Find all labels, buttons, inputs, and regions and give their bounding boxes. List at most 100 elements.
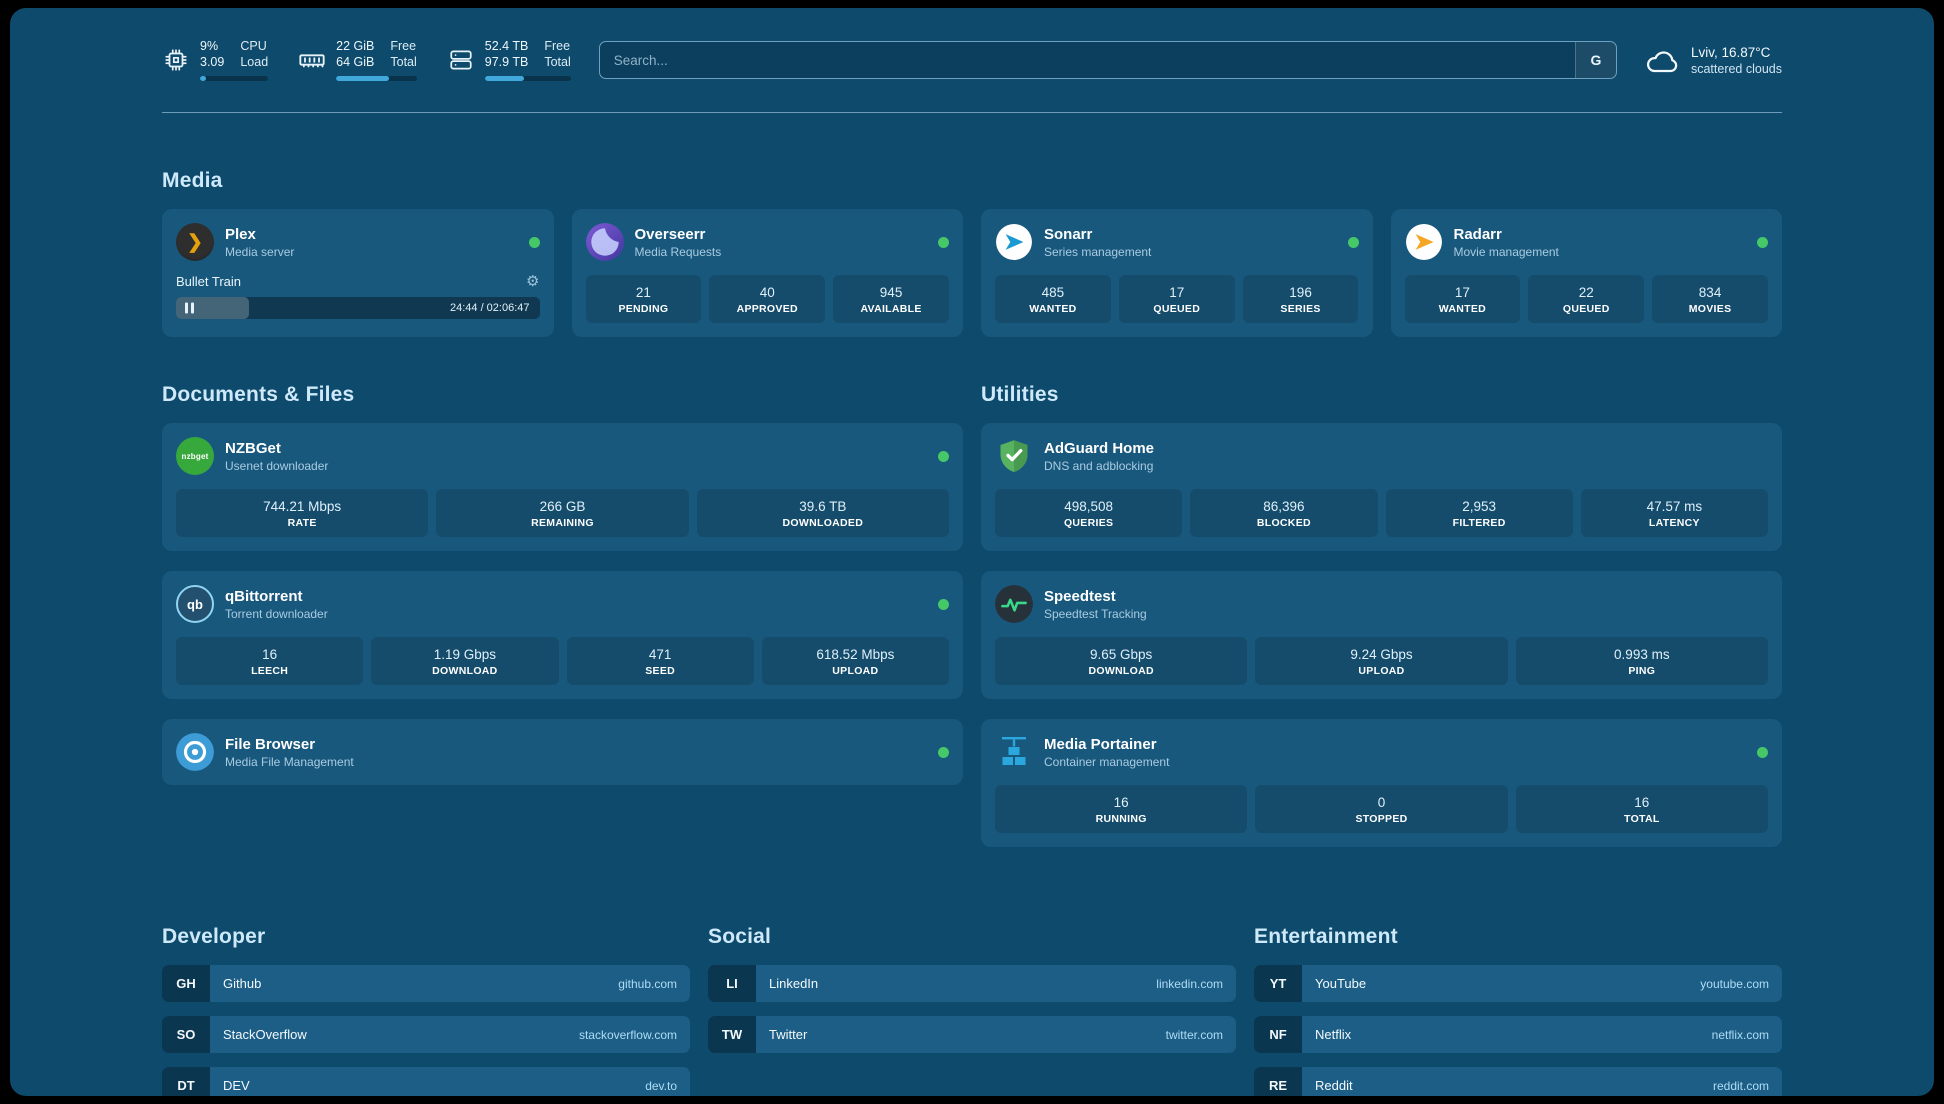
stat-tile: 471 SEED bbox=[566, 637, 754, 685]
memory-total-label: Total bbox=[390, 55, 417, 69]
speedtest-card[interactable]: Speedtest Speedtest Tracking 9.65 Gbps D… bbox=[981, 571, 1782, 699]
social-section: Social LI LinkedIn linkedin.com TW Twitt… bbox=[708, 925, 1236, 1067]
media-section: Media ❯ Plex Media server Bullet Train ⚙ bbox=[162, 169, 1782, 337]
bookmark-stackoverflow[interactable]: SO StackOverflow stackoverflow.com bbox=[162, 1016, 690, 1053]
media-section-header: Media bbox=[162, 169, 223, 192]
utilities-section-header: Utilities bbox=[981, 383, 1059, 406]
portainer-stats: 16 RUNNING 0 STOPPED 16 TOTAL bbox=[995, 785, 1768, 833]
stat-label: WANTED bbox=[1029, 303, 1077, 315]
weather-widget: Lviv, 16.87°C scattered clouds bbox=[1645, 44, 1782, 77]
portainer-card[interactable]: Media Portainer Container management 16 … bbox=[981, 719, 1782, 847]
stat-tile: 9.65 Gbps DOWNLOAD bbox=[995, 637, 1248, 685]
adguard-stats: 498,508 QUERIES 86,396 BLOCKED 2,953 FIL… bbox=[995, 489, 1768, 537]
cpu-usage-value: 9% bbox=[200, 39, 219, 53]
bookmark-name: Github bbox=[223, 976, 262, 991]
weather-location: Lviv, 16.87°C bbox=[1690, 44, 1771, 60]
stat-tile: 16 RUNNING bbox=[995, 785, 1248, 833]
memory-total-value: 64 GiB bbox=[336, 55, 375, 69]
topbar-divider bbox=[162, 112, 1782, 113]
search-input[interactable] bbox=[599, 52, 1575, 68]
search-engine-button[interactable]: G bbox=[1574, 42, 1616, 78]
radarr-card-header: Radarr Movie management bbox=[1405, 223, 1768, 261]
portainer-status-dot bbox=[1757, 746, 1768, 758]
bookmark-url: stackoverflow.com bbox=[578, 1027, 677, 1042]
stat-tile: 40 APPROVED bbox=[709, 275, 826, 323]
bookmark-netflix[interactable]: NF Netflix netflix.com bbox=[1254, 1016, 1782, 1053]
stat-label: UPLOAD bbox=[832, 665, 879, 677]
ram-icon bbox=[298, 46, 326, 74]
playback-progress-bar[interactable]: 24:44 / 02:06:47 bbox=[176, 297, 540, 319]
adguard-card[interactable]: AdGuard Home DNS and adblocking 498,508 … bbox=[981, 423, 1782, 551]
stat-label: QUEUED bbox=[1153, 303, 1201, 315]
stat-label: QUERIES bbox=[1063, 517, 1114, 529]
bookmark-name: Netflix bbox=[1315, 1027, 1352, 1042]
stat-value: 744.21 Mbps bbox=[263, 499, 342, 514]
radarr-card[interactable]: Radarr Movie management 17 WANTED 22 QUE… bbox=[1390, 209, 1782, 337]
portainer-subtitle: Container management bbox=[1044, 754, 1170, 769]
stat-label: DOWNLOAD bbox=[432, 665, 498, 677]
storage-free-label: Free bbox=[544, 39, 571, 53]
bookmark-github[interactable]: GH Github github.com bbox=[162, 965, 690, 1002]
filebrowser-subtitle: Media File Management bbox=[225, 754, 354, 769]
qbittorrent-title: qBittorrent bbox=[225, 587, 303, 605]
filebrowser-icon bbox=[176, 733, 214, 771]
stat-label: SEED bbox=[645, 665, 676, 677]
portainer-card-header: Media Portainer Container management bbox=[995, 733, 1768, 771]
memory-progress-bar bbox=[336, 76, 417, 81]
nzbget-subtitle: Usenet downloader bbox=[225, 458, 329, 473]
storage-readout: 52.4 TB Free 97.9 TB Total bbox=[484, 39, 571, 81]
stat-value: 9.24 Gbps bbox=[1350, 647, 1413, 662]
speedtest-card-header: Speedtest Speedtest Tracking bbox=[995, 585, 1768, 623]
bookmark-abbr: LI bbox=[708, 965, 756, 1002]
qbittorrent-card[interactable]: qb qBittorrent Torrent downloader 16 LEE… bbox=[162, 571, 963, 699]
overseerr-subtitle: Media Requests bbox=[634, 244, 722, 259]
stat-value: 266 GB bbox=[539, 499, 586, 514]
stat-label: QUEUED bbox=[1562, 303, 1610, 315]
bookmark-url: youtube.com bbox=[1700, 976, 1769, 991]
stat-value: 9.65 Gbps bbox=[1090, 647, 1153, 662]
filebrowser-card[interactable]: File Browser Media File Management bbox=[162, 719, 963, 785]
documents-section: Documents & Files nzbget NZBGet Usenet d… bbox=[162, 383, 963, 805]
stat-tile: 21 PENDING bbox=[585, 275, 702, 323]
plex-title: Plex bbox=[225, 225, 256, 243]
bookmark-name: DEV bbox=[223, 1078, 250, 1093]
overseerr-card[interactable]: Overseerr Media Requests 21 PENDING 40 A… bbox=[571, 209, 963, 337]
sonarr-icon bbox=[995, 223, 1033, 261]
bookmark-reddit[interactable]: RE Reddit reddit.com bbox=[1254, 1067, 1782, 1096]
memory-progress-fill bbox=[336, 76, 390, 81]
stat-value: 196 bbox=[1289, 285, 1312, 300]
top-bar: 9% CPU 3.09 Load 22 GiB bbox=[162, 34, 1782, 86]
stat-value: 618.52 Mbps bbox=[816, 647, 895, 662]
documents-section-header: Documents & Files bbox=[162, 383, 355, 406]
nzbget-card[interactable]: nzbget NZBGet Usenet downloader 744.21 M… bbox=[162, 423, 963, 551]
qbittorrent-stats: 16 LEECH 1.19 Gbps DOWNLOAD 471 SEED 618… bbox=[176, 637, 949, 685]
qbittorrent-icon: qb bbox=[176, 585, 214, 623]
stat-label: DOWNLOADED bbox=[782, 517, 864, 529]
storage-monitor: 52.4 TB Free 97.9 TB Total bbox=[447, 39, 571, 81]
bookmark-linkedin[interactable]: LI LinkedIn linkedin.com bbox=[708, 965, 1236, 1002]
portainer-title: Media Portainer bbox=[1044, 735, 1157, 753]
sonarr-card[interactable]: Sonarr Series management 485 WANTED 17 Q… bbox=[981, 209, 1373, 337]
overseerr-stats: 21 PENDING 40 APPROVED 945 AVAILABLE bbox=[585, 275, 950, 323]
plex-now-playing-row: Bullet Train ⚙ bbox=[176, 274, 540, 289]
storage-drive-icon bbox=[447, 47, 475, 73]
bookmark-abbr: DT bbox=[162, 1067, 210, 1096]
stat-tile: 47.57 ms LATENCY bbox=[1580, 489, 1768, 537]
stat-value: 21 bbox=[635, 285, 651, 300]
plex-card[interactable]: ❯ Plex Media server Bullet Train ⚙ 24:44… bbox=[162, 209, 554, 337]
stat-label: AVAILABLE bbox=[860, 303, 922, 315]
qbittorrent-card-header: qb qBittorrent Torrent downloader bbox=[176, 585, 949, 623]
stat-tile: 16 TOTAL bbox=[1515, 785, 1768, 833]
radarr-stats: 17 WANTED 22 QUEUED 834 MOVIES bbox=[1404, 275, 1769, 323]
stat-label: PING bbox=[1628, 665, 1656, 677]
stat-label: RUNNING bbox=[1095, 813, 1147, 825]
gear-icon[interactable]: ⚙ bbox=[526, 273, 540, 290]
cpu-load-label: Load bbox=[240, 55, 269, 69]
bookmark-dev[interactable]: DT DEV dev.to bbox=[162, 1067, 690, 1096]
bookmark-youtube[interactable]: YT YouTube youtube.com bbox=[1254, 965, 1782, 1002]
plex-card-header: ❯ Plex Media server bbox=[176, 223, 540, 261]
stat-label: APPROVED bbox=[736, 303, 798, 315]
bookmark-twitter[interactable]: TW Twitter twitter.com bbox=[708, 1016, 1236, 1053]
pause-icon[interactable] bbox=[185, 302, 194, 314]
bookmarks-row: Developer GH Github github.com SO StackO… bbox=[162, 925, 1782, 1096]
